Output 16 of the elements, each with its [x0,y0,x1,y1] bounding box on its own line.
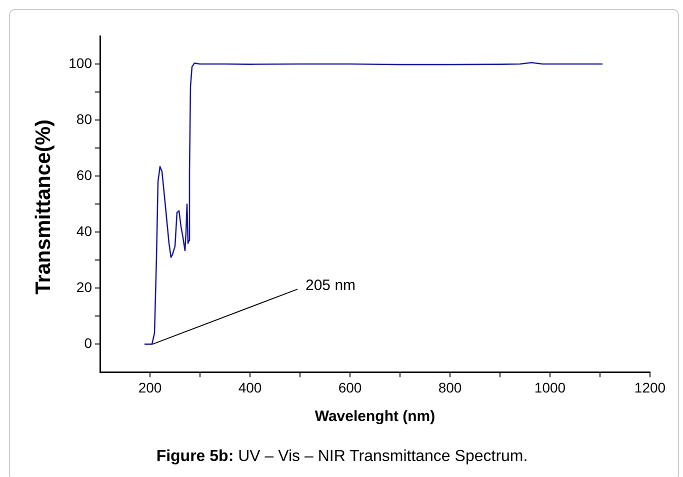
annotation: 205 nm [306,276,356,294]
x-tick-label: 600 [338,379,362,396]
x-tick-label: 1200 [634,379,666,396]
y-tick-label: 80 [76,110,92,127]
x-tick-label: 400 [238,379,262,396]
y-tick-label: 40 [76,222,92,239]
y-tick-label: 60 [76,166,92,183]
y-tick-label: 0 [84,335,92,352]
y-tick-label: 20 [76,279,92,296]
x-tick-label: 200 [138,379,162,396]
x-tick-label: 800 [438,379,462,396]
caption: Figure 5b: UV – Vis – NIR Transmittance Spectrum. [156,448,528,466]
y-tick-label: 100 [68,54,92,71]
y-axis-title: Transmittance(%) [32,119,56,295]
x-tick-label: 1000 [534,379,566,396]
x-axis-title: Wavelenght (nm) [314,408,436,425]
